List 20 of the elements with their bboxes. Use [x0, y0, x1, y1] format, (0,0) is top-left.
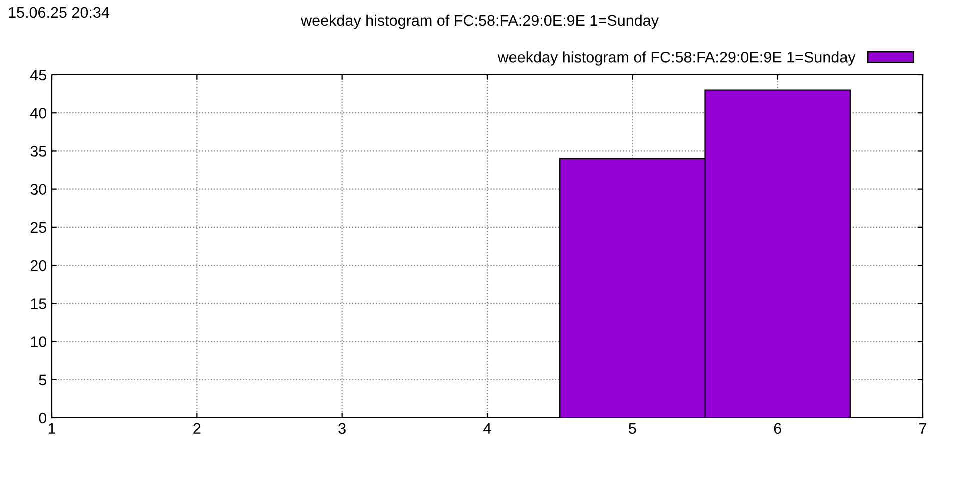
x-tick-label: 3	[338, 423, 346, 434]
legend-label: weekday histogram of FC:58:FA:29:0E:9E 1=Sunday	[498, 52, 856, 66]
y-tick-label: 15	[31, 298, 46, 310]
y-tick-label: 10	[31, 336, 47, 348]
x-tick-label: 5	[629, 423, 636, 434]
y-tick-label: 0	[39, 412, 47, 424]
x-tick-label: 7	[920, 423, 926, 434]
y-tick-label: 20	[30, 260, 47, 272]
x-tick-label: 2	[194, 423, 201, 434]
x-tick-label: 4	[484, 423, 492, 434]
chart-title: weekday histogram of FC:58:FA:29:0E:9E 1=Sunday	[301, 14, 659, 30]
y-tick-label: 30	[30, 184, 47, 196]
x-tick-label: 6	[774, 423, 782, 434]
x-tick-label: 1	[48, 423, 56, 434]
text: 15.06.25 20:34	[9, 7, 110, 18]
y-tick-label: 25	[30, 222, 46, 234]
y-tick-label: 5	[39, 374, 46, 386]
y-tick-label: 45	[30, 70, 46, 81]
y-tick-label: 40	[30, 108, 47, 119]
y-tick-label: 35	[30, 146, 46, 157]
